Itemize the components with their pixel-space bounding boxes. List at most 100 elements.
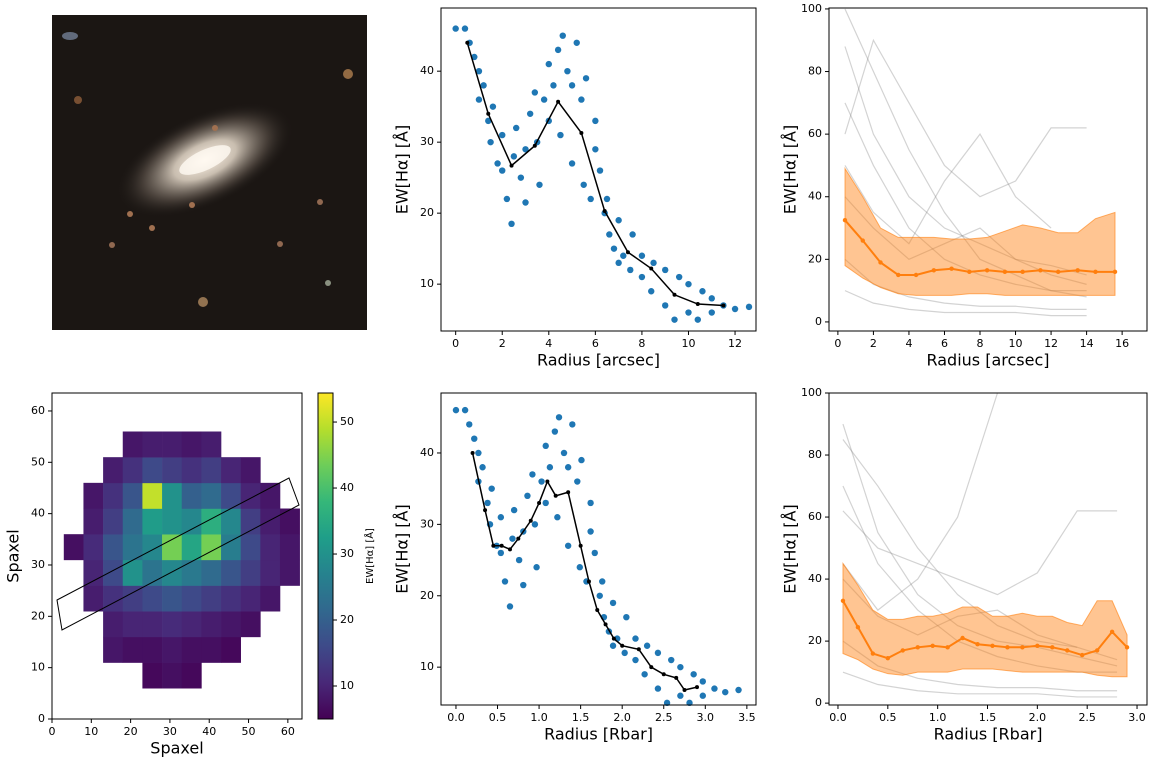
scatter-point — [638, 273, 646, 281]
y-tick-label: 20 — [420, 206, 434, 219]
median-marker — [900, 648, 905, 653]
profile-marker — [483, 508, 488, 513]
scatter-point — [488, 485, 495, 492]
colorbar-tick-label: 10 — [340, 679, 354, 692]
heatmap-cell — [181, 662, 202, 689]
heatmap-cell — [142, 585, 163, 612]
heatmap-cell — [240, 585, 261, 612]
axes-frame — [440, 7, 757, 332]
scatter-point — [564, 67, 571, 75]
scatter-point — [471, 435, 478, 442]
colorbar-label: EW[Hα] [Å] — [363, 528, 376, 584]
median-marker — [1124, 645, 1130, 650]
scatter-point — [487, 138, 494, 146]
profile-marker — [611, 636, 616, 641]
y-axis-label: EW[Hα] [Å] — [781, 125, 800, 215]
galaxy-image — [52, 15, 367, 330]
profile-marker — [528, 518, 533, 523]
scatter-point — [497, 514, 505, 521]
scatter-point — [576, 564, 583, 571]
x-tick-label: 6 — [592, 337, 599, 350]
heatmap-cell — [181, 585, 202, 612]
scatter-point — [546, 464, 554, 471]
median-marker — [1109, 629, 1115, 635]
profile-marker — [682, 688, 687, 693]
scatter-point — [615, 259, 622, 267]
axes: 0.0 0.5 1.0 1.5 2.0 2.5 3.0 0 20 40 60 80 100 Radius … — [781, 386, 1146, 744]
scatter-point — [542, 442, 549, 450]
median-marker — [960, 635, 965, 641]
sample-line — [842, 578, 1118, 661]
profile-marker — [465, 40, 470, 45]
scatter-point — [587, 528, 594, 535]
scatter-point — [609, 642, 617, 649]
scatter-point — [582, 75, 590, 82]
x-tick-label: 3.0 — [1128, 711, 1146, 724]
scatter-point — [610, 245, 618, 252]
heatmap-cell — [181, 431, 202, 458]
scatter-point — [559, 32, 566, 39]
profile-marker — [694, 685, 699, 690]
scatter-point — [654, 649, 662, 657]
median-marker — [975, 642, 980, 647]
heatmap-cell — [181, 482, 202, 509]
scatter-point — [606, 231, 613, 238]
scatter-point — [587, 195, 594, 203]
sample-line — [844, 38, 1087, 198]
heatmap-cell — [260, 508, 281, 535]
heatmap-cell — [221, 636, 241, 663]
profile-marker — [661, 672, 666, 677]
x-axis-label: Radius [Rbar] — [544, 725, 653, 744]
scatter-point — [591, 549, 598, 557]
x-tick-label: 0 — [834, 337, 841, 350]
profile-marker — [672, 292, 677, 297]
y-tick-label: 10 — [420, 660, 434, 673]
colorbar-tick-label: 50 — [340, 415, 354, 428]
x-tick-label: 3.5 — [738, 711, 756, 724]
x-tick-label: 1.5 — [979, 711, 997, 724]
x-tick-label: 0.5 — [489, 711, 507, 724]
median-marker — [1020, 645, 1025, 650]
x-axis-label: Radius [arcsec] — [926, 351, 1049, 370]
median-marker — [1094, 648, 1100, 653]
heatmap-cell — [103, 482, 124, 509]
median-marker — [1005, 645, 1010, 650]
heatmap-cell — [221, 508, 241, 535]
heatmap-cell — [201, 457, 222, 484]
scatter-point — [510, 153, 518, 160]
heatmap-cell — [201, 611, 222, 638]
profile-marker — [507, 547, 512, 552]
scatter-point — [650, 259, 657, 267]
scatter-point — [643, 642, 651, 649]
scatter-point — [564, 542, 572, 549]
scatter-point — [621, 649, 628, 657]
sample-line — [842, 423, 1118, 667]
scatter-point — [648, 288, 655, 295]
scatter-point — [685, 309, 692, 316]
heatmap-cell — [142, 457, 163, 484]
scatter-point — [520, 581, 527, 589]
scatter-point — [603, 195, 611, 203]
axes-frame — [51, 392, 303, 720]
scatter-point — [668, 656, 675, 664]
scatter-point — [654, 685, 662, 692]
y-tick-label: 0 — [38, 712, 45, 725]
y-axis-label: EW[Hα] [Å] — [393, 125, 412, 215]
sample-line — [844, 133, 1052, 245]
median-line — [842, 600, 1128, 660]
scatter-point — [735, 686, 742, 694]
y-tick-label: 100 — [801, 2, 822, 15]
y-tick-label: 40 — [31, 507, 45, 520]
x-tick-label: 1.5 — [572, 711, 590, 724]
x-axis-label: Radius [arcsec] — [537, 351, 660, 370]
heatmap-cell — [181, 611, 202, 638]
heatmap-cell — [122, 482, 143, 509]
profile-marker — [486, 111, 491, 116]
y-tick-label: 10 — [31, 661, 45, 674]
heatmap-cell — [240, 457, 261, 484]
scatter-point — [515, 556, 523, 564]
scatter-point — [638, 252, 646, 259]
heatmap-cell — [83, 482, 104, 509]
scatter-point — [506, 603, 514, 610]
profile-marker — [595, 608, 600, 613]
